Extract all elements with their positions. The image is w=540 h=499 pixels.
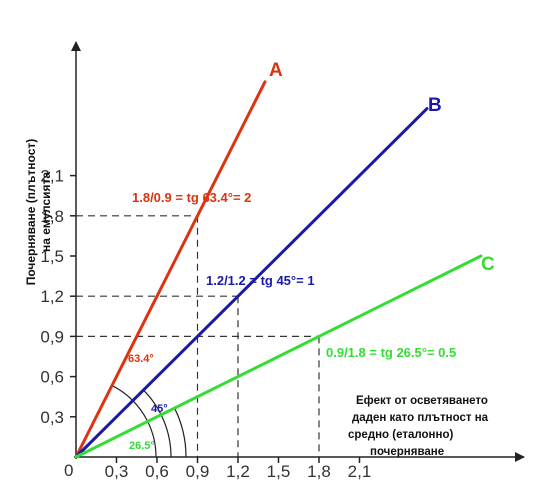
- series-lines: [74, 80, 483, 459]
- angle-arc-b: [142, 389, 172, 458]
- x-tick-label: 0,3: [105, 462, 129, 481]
- y-tick-label: 1,2: [40, 287, 64, 306]
- angle-label-b: 45°: [151, 403, 168, 415]
- angle-arc-c: [173, 407, 187, 458]
- x-axis-label-line-4: почерняване: [370, 446, 444, 458]
- origin-label: 0: [64, 461, 73, 480]
- series-a-name: A: [269, 60, 283, 81]
- axis-ticks: 0,3 0,6 0,9 1,2 1,5 1,8 2,1 0,3 0,6 0,9 1,2 1,5 1,8 2…: [40, 167, 371, 481]
- y-axis-label-line-2: на емулсията: [39, 172, 53, 252]
- angle-arc-a: [111, 384, 157, 458]
- y-axis-label: Почерняване (плътност) на емулсията: [24, 139, 53, 285]
- angle-label-c: 26.5°: [129, 440, 155, 452]
- y-tick-label: 1,8: [40, 207, 64, 226]
- angle-arcs: [111, 384, 187, 458]
- series-c-name: C: [481, 254, 495, 275]
- y-axis-label-line-1: Почерняване (плътност): [24, 139, 38, 285]
- y-tick-label: 0,9: [40, 327, 64, 346]
- x-tick-label: 0,6: [145, 462, 169, 481]
- series-b-name: B: [428, 95, 442, 116]
- series-line-a: [74, 80, 267, 459]
- y-tick-label: 0,6: [40, 368, 64, 387]
- x-axis-label: Ефект от осветяването даден като плътнос…: [348, 395, 489, 458]
- series-b-equation: 1.2/1.2 = tg 45°= 1: [206, 273, 315, 288]
- series-line-b: [74, 107, 429, 459]
- series-c-equation: 0.9/1.8 = tg 26.5°= 0.5: [326, 345, 456, 360]
- x-tick-label: 2,1: [348, 462, 372, 481]
- angle-label-a: 63.4°: [128, 353, 154, 365]
- y-tick-label: 1,5: [40, 247, 64, 266]
- x-tick-label: 1,8: [307, 462, 331, 481]
- x-tick-label: 1,5: [267, 462, 291, 481]
- x-axis-label-line-3: средно (еталонно): [348, 429, 453, 441]
- x-axis-label-line-1: Ефект от осветяването: [356, 395, 488, 407]
- series-a-equation: 1.8/0.9 = tg 63.4°= 2: [132, 190, 251, 205]
- y-tick-label: 0,3: [40, 408, 64, 427]
- x-axis-label-line-2: даден като плътност на: [352, 412, 489, 424]
- y-tick-label: 2,1: [40, 167, 64, 186]
- x-tick-label: 1,2: [226, 462, 250, 481]
- x-tick-label: 0,9: [186, 462, 210, 481]
- series-line-c: [74, 254, 483, 459]
